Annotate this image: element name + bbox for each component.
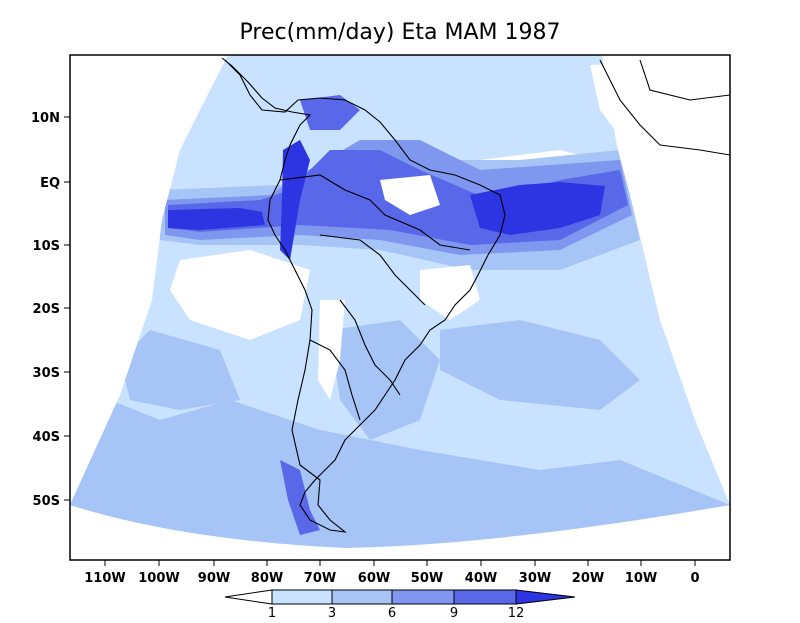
map-title: Prec(mm/day) Eta MAM 1987 <box>240 20 561 45</box>
latitude-axis: 10N EQ 10S 20S 30S 40S 50S <box>31 111 70 509</box>
lon-tick-label: 70W <box>304 571 336 586</box>
lat-tick-label: 40S <box>33 430 60 445</box>
rio-plata-light-patch <box>330 320 440 440</box>
africa-coast <box>599 59 730 156</box>
andes-rain-core <box>280 140 310 260</box>
lon-tick-label: 50W <box>411 571 443 586</box>
lat-tick-label: 10S <box>33 239 60 254</box>
longitude-axis: 110W 100W 90W 80W 70W 60W 50W 40W 30W 20… <box>84 560 700 586</box>
patagonia-heavy-band <box>280 460 320 535</box>
south-atlantic-light-patch <box>440 320 640 410</box>
southwest-light-patch <box>120 330 240 410</box>
pacific-itcz-core <box>168 208 265 230</box>
colorbar-segment <box>453 589 517 605</box>
lon-tick-label: 40W <box>465 571 497 586</box>
border-andes <box>309 339 361 421</box>
border-center <box>319 234 426 306</box>
lat-tick-label: 20S <box>33 302 60 317</box>
lon-tick-label: 60W <box>358 571 390 586</box>
colorbar-segment <box>331 589 393 605</box>
atacama-dry <box>318 300 345 400</box>
lon-tick-label: 110W <box>84 571 125 586</box>
southern-light-band <box>70 400 730 548</box>
lat-tick-label: EQ <box>40 176 60 191</box>
lon-tick-label: 0 <box>690 571 699 586</box>
coastline-layer <box>221 57 730 533</box>
caribbean-heavy-patch <box>300 95 360 130</box>
northeast-brazil-dry <box>380 175 440 215</box>
colorbar-label: 6 <box>388 606 396 618</box>
lon-tick-label: 20W <box>572 571 604 586</box>
colorbar: 1 3 6 9 12 <box>224 589 576 621</box>
lat-tick-label: 30S <box>33 366 60 381</box>
colorbar-segment <box>271 589 333 605</box>
lon-tick-label: 10W <box>625 571 657 586</box>
central-brazil-dry <box>420 265 480 320</box>
lon-tick-label: 100W <box>138 571 179 586</box>
lat-tick-label: 10N <box>31 111 60 126</box>
colorbar-label: 9 <box>450 606 458 618</box>
colorbar-label: 12 <box>508 606 525 618</box>
colorbar-segment <box>515 589 576 605</box>
border-north <box>279 174 471 251</box>
lon-tick-label: 80W <box>251 571 283 586</box>
border-south <box>339 299 401 396</box>
colorbar-segment <box>391 589 455 605</box>
lat-tick-label: 50S <box>33 494 60 509</box>
colorbar-segment <box>224 589 273 605</box>
colorbar-label: 1 <box>268 606 276 618</box>
colorbar-label: 3 <box>328 606 336 618</box>
lon-tick-label: 30W <box>519 571 551 586</box>
south-america-coast <box>221 57 506 533</box>
lon-tick-label: 90W <box>198 571 230 586</box>
africa-border <box>639 59 730 101</box>
pacific-dry-zone <box>170 250 310 340</box>
precipitation-field <box>70 55 730 548</box>
